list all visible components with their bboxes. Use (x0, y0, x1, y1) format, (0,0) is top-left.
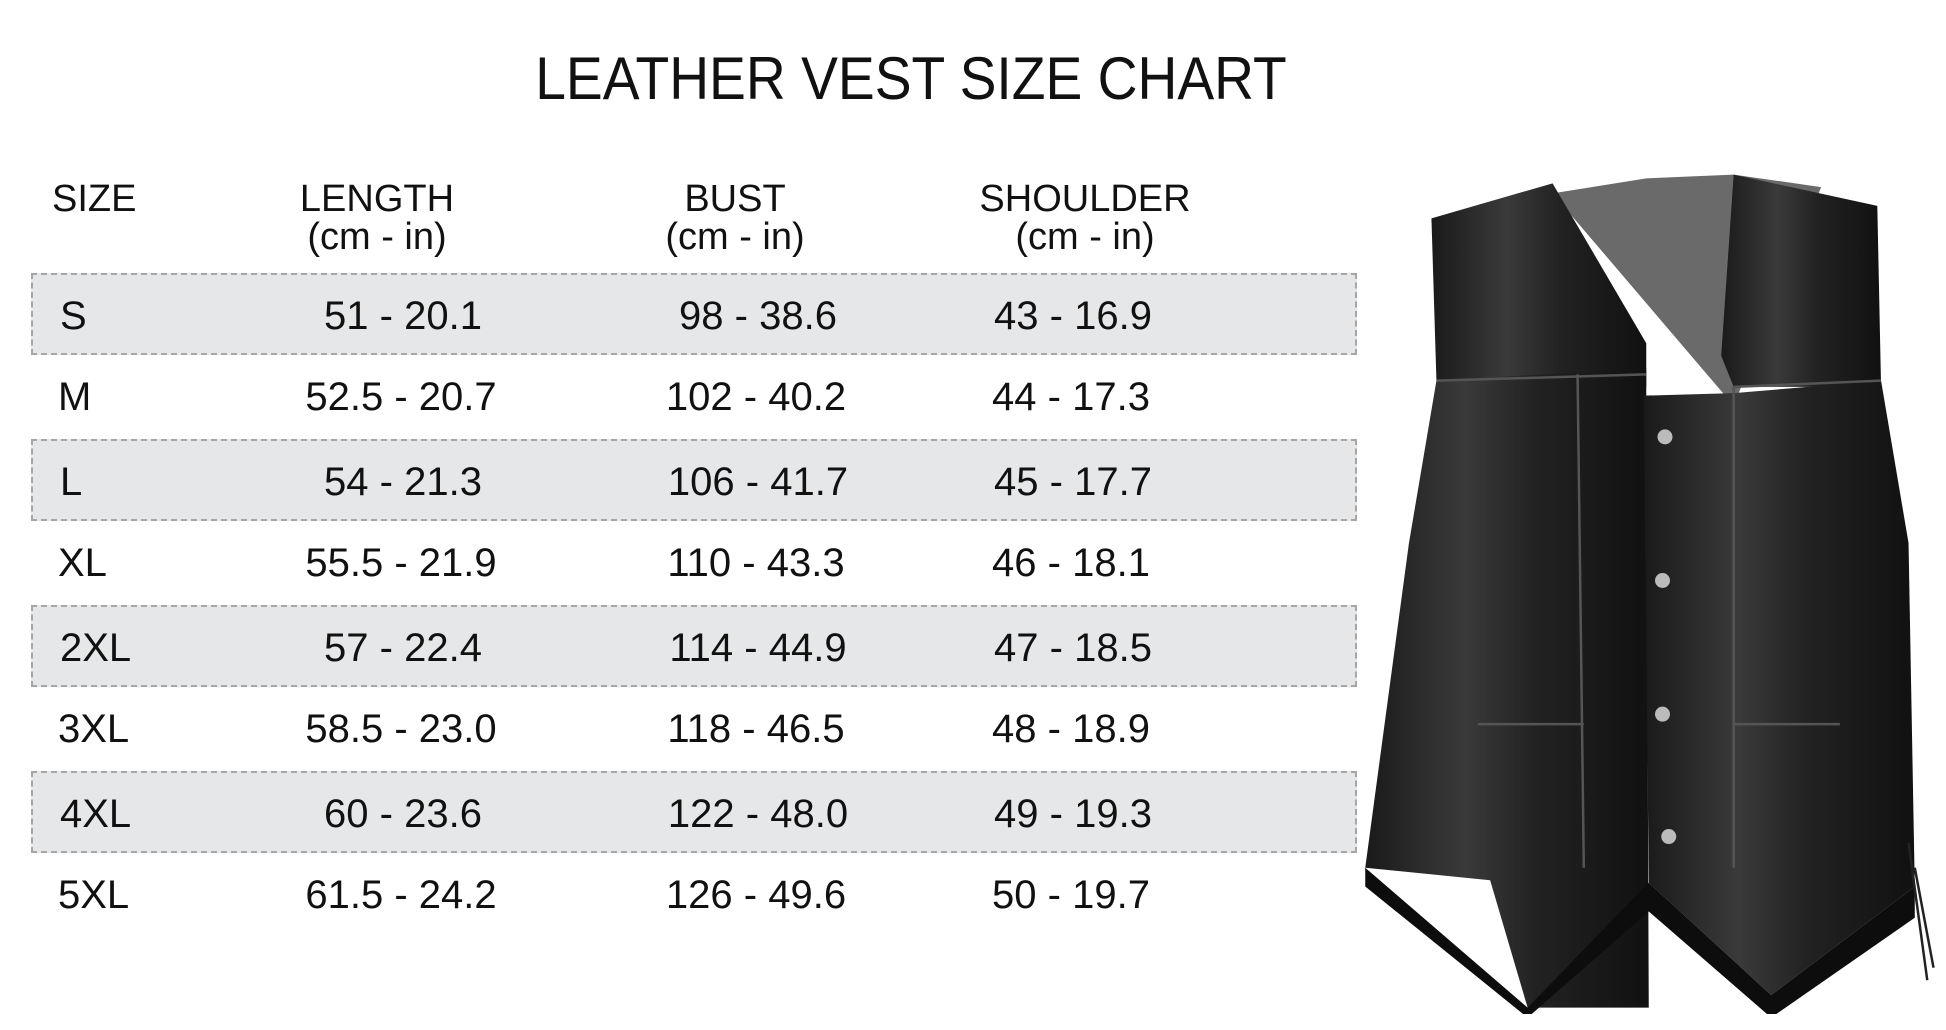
shoulder-cell: 46 - 18.1 (992, 541, 1150, 585)
length-cell: 57 - 22.4 (324, 626, 482, 670)
table-row: L 54 - 21.3 106 - 41.7 45 - 17.7 (31, 439, 1357, 521)
shoulder-cell: 45 - 17.7 (994, 460, 1152, 504)
length-cell: 61.5 - 24.2 (305, 873, 497, 917)
bust-cell: 122 - 48.0 (667, 792, 849, 836)
length-cell: 58.5 - 23.0 (305, 707, 497, 751)
table-row: M 52.5 - 20.7 102 - 40.2 44 - 17.3 (31, 356, 1357, 438)
bust-cell: 102 - 40.2 (665, 375, 847, 419)
header-shoulder: SHOULDER (cm - in) (935, 180, 1235, 256)
size-cell: S (60, 294, 87, 338)
table-row: XL 55.5 - 21.9 110 - 43.3 46 - 18.1 (31, 522, 1357, 604)
shoulder-cell: 43 - 16.9 (994, 294, 1152, 338)
length-cell: 52.5 - 20.7 (305, 375, 497, 419)
shoulder-cell: 44 - 17.3 (992, 375, 1150, 419)
shoulder-cell: 48 - 18.9 (992, 707, 1150, 751)
table-row: 2XL 57 - 22.4 114 - 44.9 47 - 18.5 (31, 605, 1357, 687)
size-cell: XL (58, 541, 107, 585)
bust-cell: 126 - 49.6 (665, 873, 847, 917)
header-unit: (cm - in) (665, 216, 805, 258)
size-cell: 2XL (60, 626, 132, 670)
length-cell: 55.5 - 21.9 (305, 541, 497, 585)
size-cell: M (58, 375, 92, 419)
header-size: SIZE (52, 180, 136, 218)
shoulder-cell: 49 - 19.3 (994, 792, 1152, 836)
header-label: LENGTH (299, 178, 455, 220)
table-row: 5XL 61.5 - 24.2 126 - 49.6 50 - 19.7 (31, 854, 1357, 936)
size-cell: 4XL (60, 792, 132, 836)
shoulder-cell: 47 - 18.5 (994, 626, 1152, 670)
bust-cell: 114 - 44.9 (669, 626, 847, 670)
header-label: BUST (684, 178, 786, 220)
size-cell: L (60, 460, 83, 504)
size-cell: 5XL (58, 873, 130, 917)
bust-cell: 118 - 46.5 (667, 707, 845, 751)
table-row: S 51 - 20.1 98 - 38.6 43 - 16.9 (31, 273, 1357, 355)
bust-cell: 106 - 41.7 (667, 460, 849, 504)
header-length: LENGTH (cm - in) (227, 180, 527, 256)
length-cell: 60 - 23.6 (324, 792, 482, 836)
header-unit: (cm - in) (307, 216, 447, 258)
table-row: 3XL 58.5 - 23.0 118 - 46.5 48 - 18.9 (31, 688, 1357, 770)
leather-vest-image (1365, 174, 1935, 1014)
header-bust: BUST (cm - in) (585, 180, 885, 256)
header-unit: (cm - in) (1015, 216, 1155, 258)
length-cell: 51 - 20.1 (324, 294, 482, 338)
size-cell: 3XL (58, 707, 130, 751)
header-label: SHOULDER (979, 178, 1191, 220)
header-label: SIZE (52, 178, 137, 220)
shoulder-cell: 50 - 19.7 (992, 873, 1150, 917)
page-title: LEATHER VEST SIZE CHART (535, 45, 1287, 112)
bust-cell: 98 - 38.6 (679, 294, 837, 338)
table-row: 4XL 60 - 23.6 122 - 48.0 49 - 19.3 (31, 771, 1357, 853)
length-cell: 54 - 21.3 (324, 460, 482, 504)
bust-cell: 110 - 43.3 (667, 541, 845, 585)
